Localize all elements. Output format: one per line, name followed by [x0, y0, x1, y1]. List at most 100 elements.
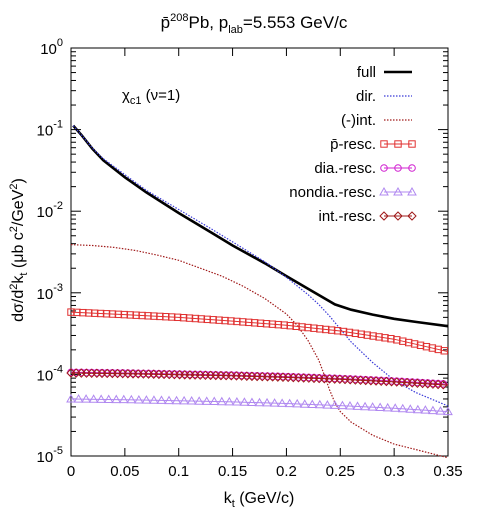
- x-axis-label: kt (GeV/c): [224, 490, 295, 510]
- y-tick-base: 10: [40, 41, 57, 58]
- data-point: [179, 395, 189, 405]
- y-tick-label: 10-2: [37, 200, 63, 221]
- data-point: [314, 399, 325, 409]
- data-point: [337, 400, 348, 410]
- legend-item-nondia-resc: nondia.-resc.: [289, 184, 417, 201]
- y-tick-base: 10: [37, 123, 54, 140]
- data-point: [360, 401, 370, 411]
- y-tick-label: 10-5: [37, 445, 63, 466]
- x-tick-label: 0.3: [384, 463, 405, 480]
- data-point: [397, 403, 408, 413]
- data-point: [254, 397, 265, 407]
- legend-item-p-resc: p̄-resc.: [330, 136, 416, 153]
- series-dir: [72, 125, 449, 407]
- legend-marker: [408, 140, 416, 148]
- data-point: [390, 403, 401, 412]
- data-point: [322, 400, 333, 409]
- y-tick-label: 10-3: [37, 282, 63, 303]
- data-point: [194, 396, 205, 405]
- data-point: [375, 402, 386, 412]
- data-point: [412, 404, 423, 414]
- series-line-full: [72, 124, 449, 328]
- legend-marker: [407, 211, 417, 221]
- legend-marker: [394, 140, 402, 148]
- data-point: [330, 400, 340, 409]
- data-point: [284, 398, 295, 408]
- legend-label: full: [357, 64, 376, 81]
- y-tick-base: 10: [37, 286, 54, 303]
- y-tick-base: 10: [37, 204, 54, 221]
- chi-annotation: χc1 (ν=1): [122, 87, 180, 107]
- data-point: [96, 394, 107, 403]
- data-point: [171, 395, 182, 405]
- y-tick-exponent: -5: [53, 445, 63, 457]
- series-layer: [66, 124, 453, 459]
- x-tick-label: 0.05: [110, 463, 139, 480]
- data-point: [405, 404, 416, 413]
- legend-marker: [379, 186, 389, 196]
- data-point: [352, 401, 363, 410]
- data-point: [209, 396, 220, 406]
- legend-marker: [379, 211, 389, 221]
- x-tick-label: 0.2: [276, 463, 297, 480]
- x-tick-label: 0.1: [168, 463, 189, 480]
- legend-item-dia-resc: dia.-resc.: [314, 160, 416, 177]
- data-point: [224, 396, 235, 406]
- legend-item-int-resc: int.-resc.: [318, 208, 417, 225]
- x-tick-label: 0.15: [218, 463, 247, 480]
- data-point: [435, 406, 446, 415]
- series-int-resc: [66, 368, 449, 390]
- legend-item-dir: dir.: [356, 88, 412, 105]
- data-point: [239, 397, 250, 406]
- data-point: [438, 380, 448, 390]
- legend-marker: [380, 140, 388, 148]
- data-point: [73, 394, 84, 403]
- data-point: [292, 398, 303, 408]
- series-p-resc: [67, 308, 449, 355]
- legend-label: nondia.-resc.: [289, 184, 376, 201]
- data-point: [118, 394, 129, 404]
- data-point: [103, 394, 114, 403]
- y-tick-exponent: -2: [53, 200, 63, 212]
- data-point: [307, 399, 318, 408]
- data-point: [66, 393, 76, 403]
- data-point: [88, 394, 99, 403]
- data-point: [164, 395, 174, 405]
- data-point: [345, 401, 355, 410]
- y-tick-exponent: 0: [57, 37, 63, 49]
- data-point: [382, 402, 393, 412]
- legend-label: dia.-resc.: [314, 160, 376, 177]
- x-axis: 0 0.05 0.1 0.15 0.2 0.25 0.3 0.35: [67, 48, 463, 480]
- y-tick-exponent: -4: [53, 363, 63, 375]
- data-point: [299, 399, 310, 408]
- legend-marker: [393, 211, 403, 221]
- data-point: [201, 396, 212, 405]
- data-point: [247, 397, 257, 406]
- data-point: [367, 402, 378, 411]
- y-tick-exponent: -1: [53, 119, 63, 131]
- legend-marker: [380, 164, 388, 172]
- data-point: [269, 398, 280, 407]
- data-point: [133, 394, 144, 404]
- data-point: [440, 347, 448, 355]
- x-tick-label: 0.25: [326, 463, 355, 480]
- data-point: [232, 397, 242, 406]
- legend-label: int.-resc.: [318, 208, 376, 225]
- y-tick-label: 10-4: [37, 363, 63, 384]
- y-tick-exponent: -3: [53, 282, 63, 294]
- y-tick-base: 10: [37, 449, 54, 466]
- series-nondia-resc: [66, 393, 453, 416]
- legend-label: p̄-resc.: [330, 136, 376, 153]
- data-point: [262, 397, 272, 407]
- data-point: [186, 396, 197, 405]
- data-point: [428, 405, 438, 415]
- data-point: [111, 394, 122, 404]
- x-tick-label: 0: [67, 463, 75, 480]
- series-line-int: [70, 244, 449, 459]
- data-point: [81, 394, 91, 403]
- legend-label: (-)int.: [341, 112, 376, 129]
- data-point: [126, 394, 137, 404]
- data-point: [420, 405, 431, 414]
- chart-title: p̄208Pb, plab=5.553 GeV/c: [161, 12, 348, 36]
- y-axis-label: dσ/d2kt (μb c2/GeV2): [8, 178, 30, 322]
